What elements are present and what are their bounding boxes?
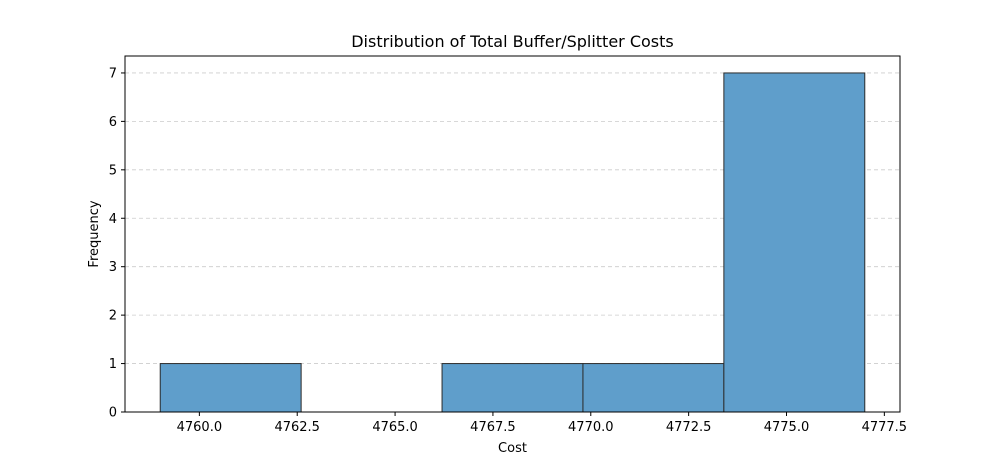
x-axis-ticks: 4760.0 4762.5 4765.0 4767.5 4770.0 4772.5 4775… [177,412,907,435]
y-tick-label: 0 [109,406,117,421]
y-tick-label: 2 [109,309,117,324]
x-tick-label: 4762.5 [274,420,320,435]
histogram-bars [159,72,866,413]
x-tick-label: 4760.0 [177,420,223,435]
histogram-bar [159,363,302,413]
plot-frame [124,55,901,413]
y-tick-label: 1 [109,357,117,372]
chart-title: Distribution of Total Buffer/Splitter Co… [351,32,674,51]
y-tick-label: 7 [109,66,117,81]
y-tick-label: 3 [109,260,117,275]
histogram-bar [582,363,725,413]
y-axis-ticks: 0 1 2 3 4 5 6 7 [109,66,125,421]
x-tick-label: 4767.5 [470,420,516,435]
x-tick-label: 4770.0 [568,420,614,435]
histogram-bar [441,363,584,413]
x-tick-label: 4775.0 [764,420,810,435]
histogram-bar [723,72,866,413]
x-axis-label: Cost [498,441,527,456]
x-tick-label: 4765.0 [372,420,418,435]
x-tick-label: 4777.5 [862,420,908,435]
y-tick-label: 6 [109,115,117,130]
y-axis-label: Frequency [87,200,102,267]
y-tick-label: 5 [109,163,117,178]
x-tick-label: 4772.5 [666,420,712,435]
y-tick-label: 4 [109,212,117,227]
